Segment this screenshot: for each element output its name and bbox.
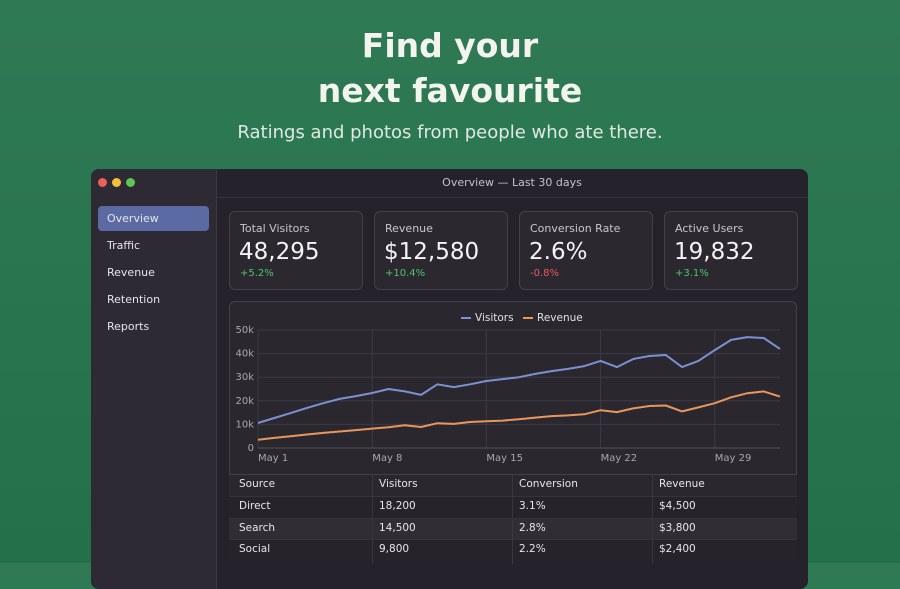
kpi-value: $12,580 xyxy=(384,239,480,265)
table-cell: 2.2% xyxy=(519,543,546,555)
kpi-card: Total Visitors 48,295 +5.2% xyxy=(229,211,363,290)
x-tick-label: May 8 xyxy=(372,453,402,464)
kpi-card: Active Users 19,832 +3.1% xyxy=(664,211,798,290)
kpi-label: Active Users xyxy=(675,222,744,235)
series-line xyxy=(257,390,781,441)
table-row[interactable] xyxy=(229,539,797,561)
x-tick-label: May 22 xyxy=(601,453,638,464)
app-window: Overview Traffic Revenue Retention Reports O… xyxy=(91,169,808,589)
nav-item[interactable]: Retention xyxy=(107,293,161,306)
nav-item[interactable]: Traffic xyxy=(107,239,141,252)
kpi-card: Revenue $12,580 +10.4% xyxy=(374,211,508,290)
headline: next favourite xyxy=(317,71,583,110)
table-cell: $3,800 xyxy=(659,521,696,534)
table-cell: 3.1% xyxy=(519,500,546,512)
kpi-label: Total Visitors xyxy=(240,222,310,235)
window-title: Overview — Last 30 days xyxy=(442,176,582,189)
legend-label: Visitors xyxy=(475,312,514,324)
kpi-label: Revenue xyxy=(385,222,433,235)
nav-item[interactable]: Overview xyxy=(98,206,209,231)
subtitle: Ratings and photos from people who ate t… xyxy=(237,122,663,143)
table-cell: 18,200 xyxy=(379,500,416,512)
y-tick-label: 50k xyxy=(235,325,254,336)
legend-label: Revenue xyxy=(537,312,583,324)
table-cell: $2,400 xyxy=(659,543,696,555)
zoom-button[interactable] xyxy=(126,178,135,187)
kpi-delta: +10.4% xyxy=(385,268,426,279)
chart: 0 10k 20k 30k 40k 50k May 1 May 8 May 15 May 22 Ma… xyxy=(235,312,781,464)
table-row[interactable] xyxy=(229,496,797,518)
headline: Find your xyxy=(361,26,539,65)
column-header: Visitors xyxy=(379,478,418,490)
y-tick-label: 40k xyxy=(235,349,254,360)
y-tick-label: 0 xyxy=(248,443,254,454)
minimize-button[interactable] xyxy=(112,178,121,187)
x-tick-label: May 15 xyxy=(486,453,523,464)
column-header: Revenue xyxy=(659,478,705,490)
table-cell: 2.8% xyxy=(519,521,546,534)
title-bar xyxy=(216,169,808,198)
y-tick-label: 10k xyxy=(235,419,254,430)
close-button[interactable] xyxy=(98,178,107,187)
table-cell: Direct xyxy=(239,500,271,512)
column-divider xyxy=(372,474,373,564)
x-tick-label: May 29 xyxy=(715,453,752,464)
column-header: Conversion xyxy=(519,478,578,490)
kpi-delta: +5.2% xyxy=(240,268,274,279)
table-header xyxy=(229,474,797,496)
nav-item[interactable]: Revenue xyxy=(107,266,155,279)
kpi-delta: +3.1% xyxy=(675,268,709,279)
table-row[interactable] xyxy=(229,517,797,540)
kpi-value: 48,295 xyxy=(239,239,320,265)
kpi-value: 19,832 xyxy=(674,239,755,265)
table-cell: Search xyxy=(239,521,276,534)
y-tick-label: 30k xyxy=(235,372,254,383)
table-cell: 9,800 xyxy=(379,543,410,555)
nav-item[interactable]: Reports xyxy=(107,320,150,333)
kpi-value: 2.6% xyxy=(529,239,588,265)
table-cell: Social xyxy=(239,543,271,555)
kpi-label: Conversion Rate xyxy=(530,222,621,235)
kpi-card: Conversion Rate 2.6% -0.8% xyxy=(519,211,653,290)
sidebar: Overview Traffic Revenue Retention Reports xyxy=(91,169,217,589)
y-tick-label: 20k xyxy=(235,396,254,407)
column-divider xyxy=(512,474,513,564)
x-tick-label: May 1 xyxy=(258,453,288,464)
column-header: Source xyxy=(239,478,276,490)
column-divider xyxy=(652,474,653,564)
kpi-delta: -0.8% xyxy=(530,268,560,279)
series-line xyxy=(257,336,781,424)
table-cell: $4,500 xyxy=(659,500,696,512)
table-cell: 14,500 xyxy=(379,521,416,534)
